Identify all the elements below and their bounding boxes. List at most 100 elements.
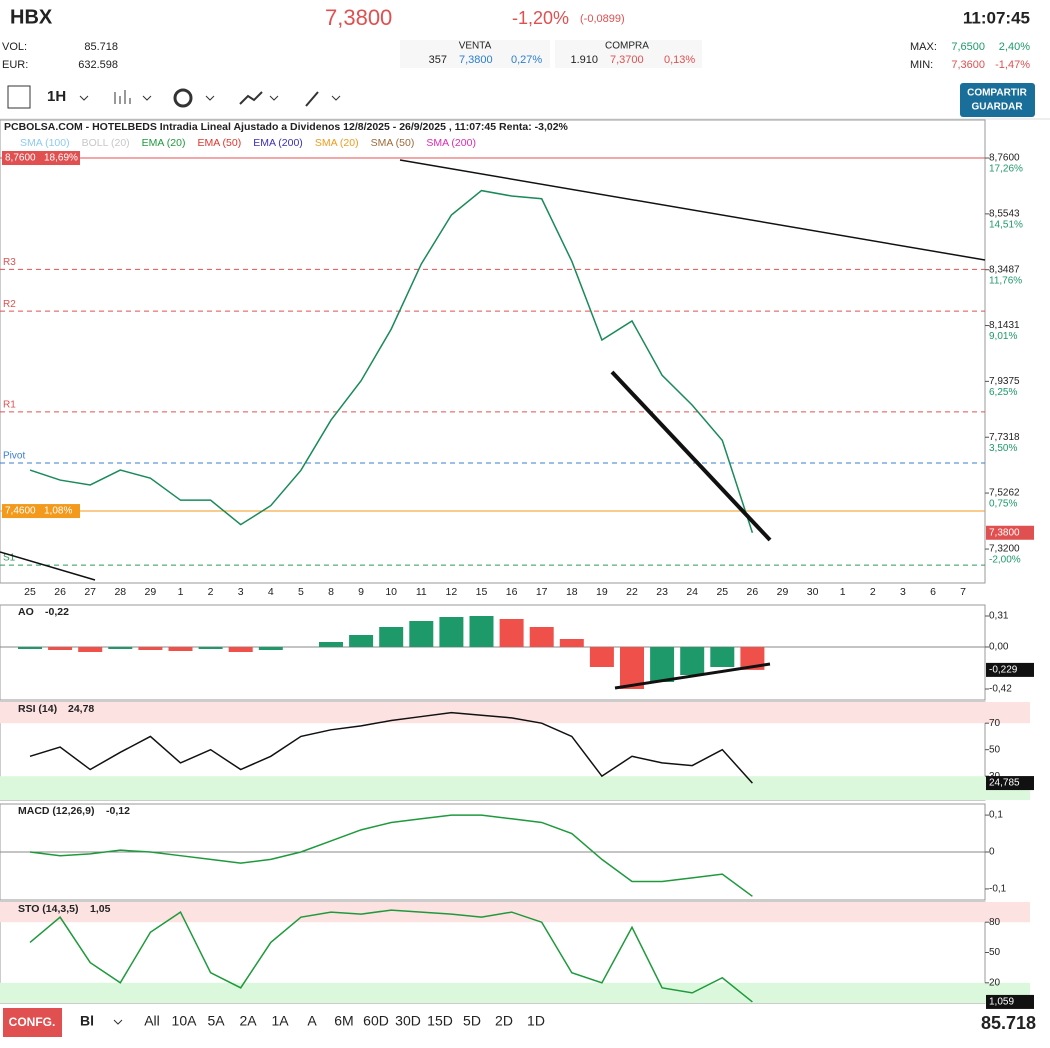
legend-item: BOLL (20) bbox=[82, 137, 130, 149]
range-button[interactable]: 5D bbox=[463, 1013, 481, 1029]
price: 7,3800 bbox=[325, 5, 392, 30]
y-tick-label: 8,5543 bbox=[989, 209, 1020, 220]
last-box bbox=[986, 994, 1034, 1009]
dropdown-arrows bbox=[79, 95, 341, 101]
dropdown-arrow bbox=[113, 1019, 123, 1025]
panel-title: MACD (12,26,9) bbox=[18, 805, 94, 817]
panel-frame bbox=[0, 604, 986, 701]
range-button[interactable]: A bbox=[307, 1013, 317, 1029]
ao-bar bbox=[319, 642, 343, 647]
chart-type-icon[interactable] bbox=[114, 90, 131, 104]
ao-bar bbox=[258, 647, 283, 650]
trendline bbox=[0, 551, 96, 581]
ao-bar bbox=[499, 619, 524, 647]
y-tick-pct: 9,01% bbox=[989, 331, 1017, 342]
label: COMPRA bbox=[605, 41, 649, 52]
range-button[interactable]: 1D bbox=[527, 1013, 545, 1029]
x-tick-label: 11 bbox=[416, 586, 427, 598]
symbol: HBX bbox=[10, 6, 53, 28]
range-button[interactable]: 2A bbox=[239, 1013, 257, 1029]
y-tick-pct: 6,25% bbox=[989, 387, 1017, 398]
y-tick-label: 80 bbox=[989, 917, 1001, 928]
mode[interactable]: Bl bbox=[80, 1013, 94, 1029]
x-tick-label: 7 bbox=[960, 586, 966, 598]
ao-bar bbox=[680, 647, 705, 675]
x-tick-label: 23 bbox=[656, 586, 668, 598]
x-tick-label: 28 bbox=[114, 586, 126, 598]
x-tick-label: 29 bbox=[145, 586, 157, 598]
price: 7,6500 bbox=[951, 41, 985, 53]
change-abs: (-0,0899) bbox=[580, 13, 625, 25]
x-tick-label: 6 bbox=[930, 586, 936, 598]
pivot-label: R1 bbox=[3, 400, 16, 411]
y-tick-label: 8,7600 bbox=[989, 153, 1020, 164]
range-button[interactable]: 30D bbox=[395, 1013, 421, 1029]
panel-toggle[interactable] bbox=[7, 85, 31, 109]
tag-label: 7,4600 bbox=[5, 506, 36, 517]
x-tick-label: 15 bbox=[476, 586, 488, 598]
x-tick-label: 19 bbox=[596, 586, 608, 598]
ao-bar bbox=[48, 647, 73, 650]
y-tick-label: -0,42 bbox=[989, 684, 1012, 695]
x-tick-label: 22 bbox=[626, 586, 638, 598]
panel-title: RSI (14) bbox=[18, 703, 57, 715]
range-button[interactable]: 1A bbox=[271, 1013, 289, 1029]
range-button[interactable]: 10A bbox=[172, 1013, 198, 1029]
qty: 357 bbox=[429, 54, 447, 66]
y-tick-pct: 0,75% bbox=[989, 499, 1017, 510]
y-tick-pct: -2,00% bbox=[989, 555, 1021, 566]
pivot-label: R2 bbox=[3, 299, 16, 310]
pct: 0,27% bbox=[511, 54, 542, 66]
trendline bbox=[614, 662, 771, 690]
y-tick-label: 7,7318 bbox=[989, 432, 1020, 443]
x-tick-label: 1 bbox=[178, 586, 184, 598]
tool-icons[interactable] bbox=[239, 91, 319, 107]
y-tick-pct: 11,76% bbox=[989, 275, 1022, 286]
trendline bbox=[399, 159, 986, 261]
chart-area: 8,760017,26%8,554314,51%8,348711,76%8,14… bbox=[0, 119, 1034, 1009]
ao-bar bbox=[469, 616, 494, 647]
share[interactable]: COMPARTIR bbox=[967, 88, 1028, 99]
price: 7,3700 bbox=[610, 54, 644, 66]
interval[interactable]: 1H bbox=[47, 88, 66, 105]
tag-pct: 1,08% bbox=[44, 506, 72, 517]
ao-bar bbox=[168, 647, 193, 651]
range-button[interactable]: 6M bbox=[334, 1013, 353, 1029]
ao-bar bbox=[138, 647, 163, 650]
x-tick-label: 3 bbox=[238, 586, 244, 598]
range-button[interactable]: 15D bbox=[427, 1013, 453, 1029]
ao-bar bbox=[349, 635, 374, 647]
x-tick-label: 26 bbox=[54, 586, 66, 598]
panel-title: AO bbox=[18, 606, 34, 618]
ao-bar bbox=[559, 639, 584, 647]
value: 632.598 bbox=[78, 59, 118, 71]
tag-box bbox=[2, 504, 80, 519]
config-button[interactable] bbox=[3, 1008, 62, 1037]
settings-icon[interactable] bbox=[173, 88, 193, 108]
y-tick-label: 7,3200 bbox=[989, 544, 1020, 555]
price-line bbox=[29, 814, 753, 897]
last-label: -0,229 bbox=[989, 665, 1018, 676]
range-button[interactable]: 2D bbox=[495, 1013, 513, 1029]
y-tick-label: 20 bbox=[989, 977, 1001, 988]
share-button[interactable] bbox=[960, 83, 1035, 117]
save[interactable]: GUARDAR bbox=[971, 102, 1023, 113]
x-tick-label: 29 bbox=[777, 586, 789, 598]
range-button[interactable]: 60D bbox=[363, 1013, 389, 1029]
range-button[interactable]: 5A bbox=[207, 1013, 225, 1029]
legend-item: SMA (50) bbox=[371, 137, 415, 149]
range-button[interactable]: All bbox=[144, 1013, 160, 1029]
overbought-zone bbox=[0, 902, 1030, 923]
ao-bar bbox=[228, 647, 253, 652]
price-line bbox=[29, 909, 753, 1003]
x-tick-label: 5 bbox=[298, 586, 304, 598]
config[interactable]: CONFG. bbox=[9, 1015, 56, 1029]
panel-title: STO (14,3,5) bbox=[18, 903, 79, 915]
pct: -1,47% bbox=[995, 59, 1030, 71]
label: VENTA bbox=[459, 41, 492, 52]
last-box bbox=[986, 525, 1034, 540]
legend-item: EMA (20) bbox=[142, 137, 186, 149]
panel-value: 24,78 bbox=[68, 703, 94, 715]
ao-bar bbox=[78, 647, 103, 652]
pivot-label: R3 bbox=[3, 257, 16, 268]
